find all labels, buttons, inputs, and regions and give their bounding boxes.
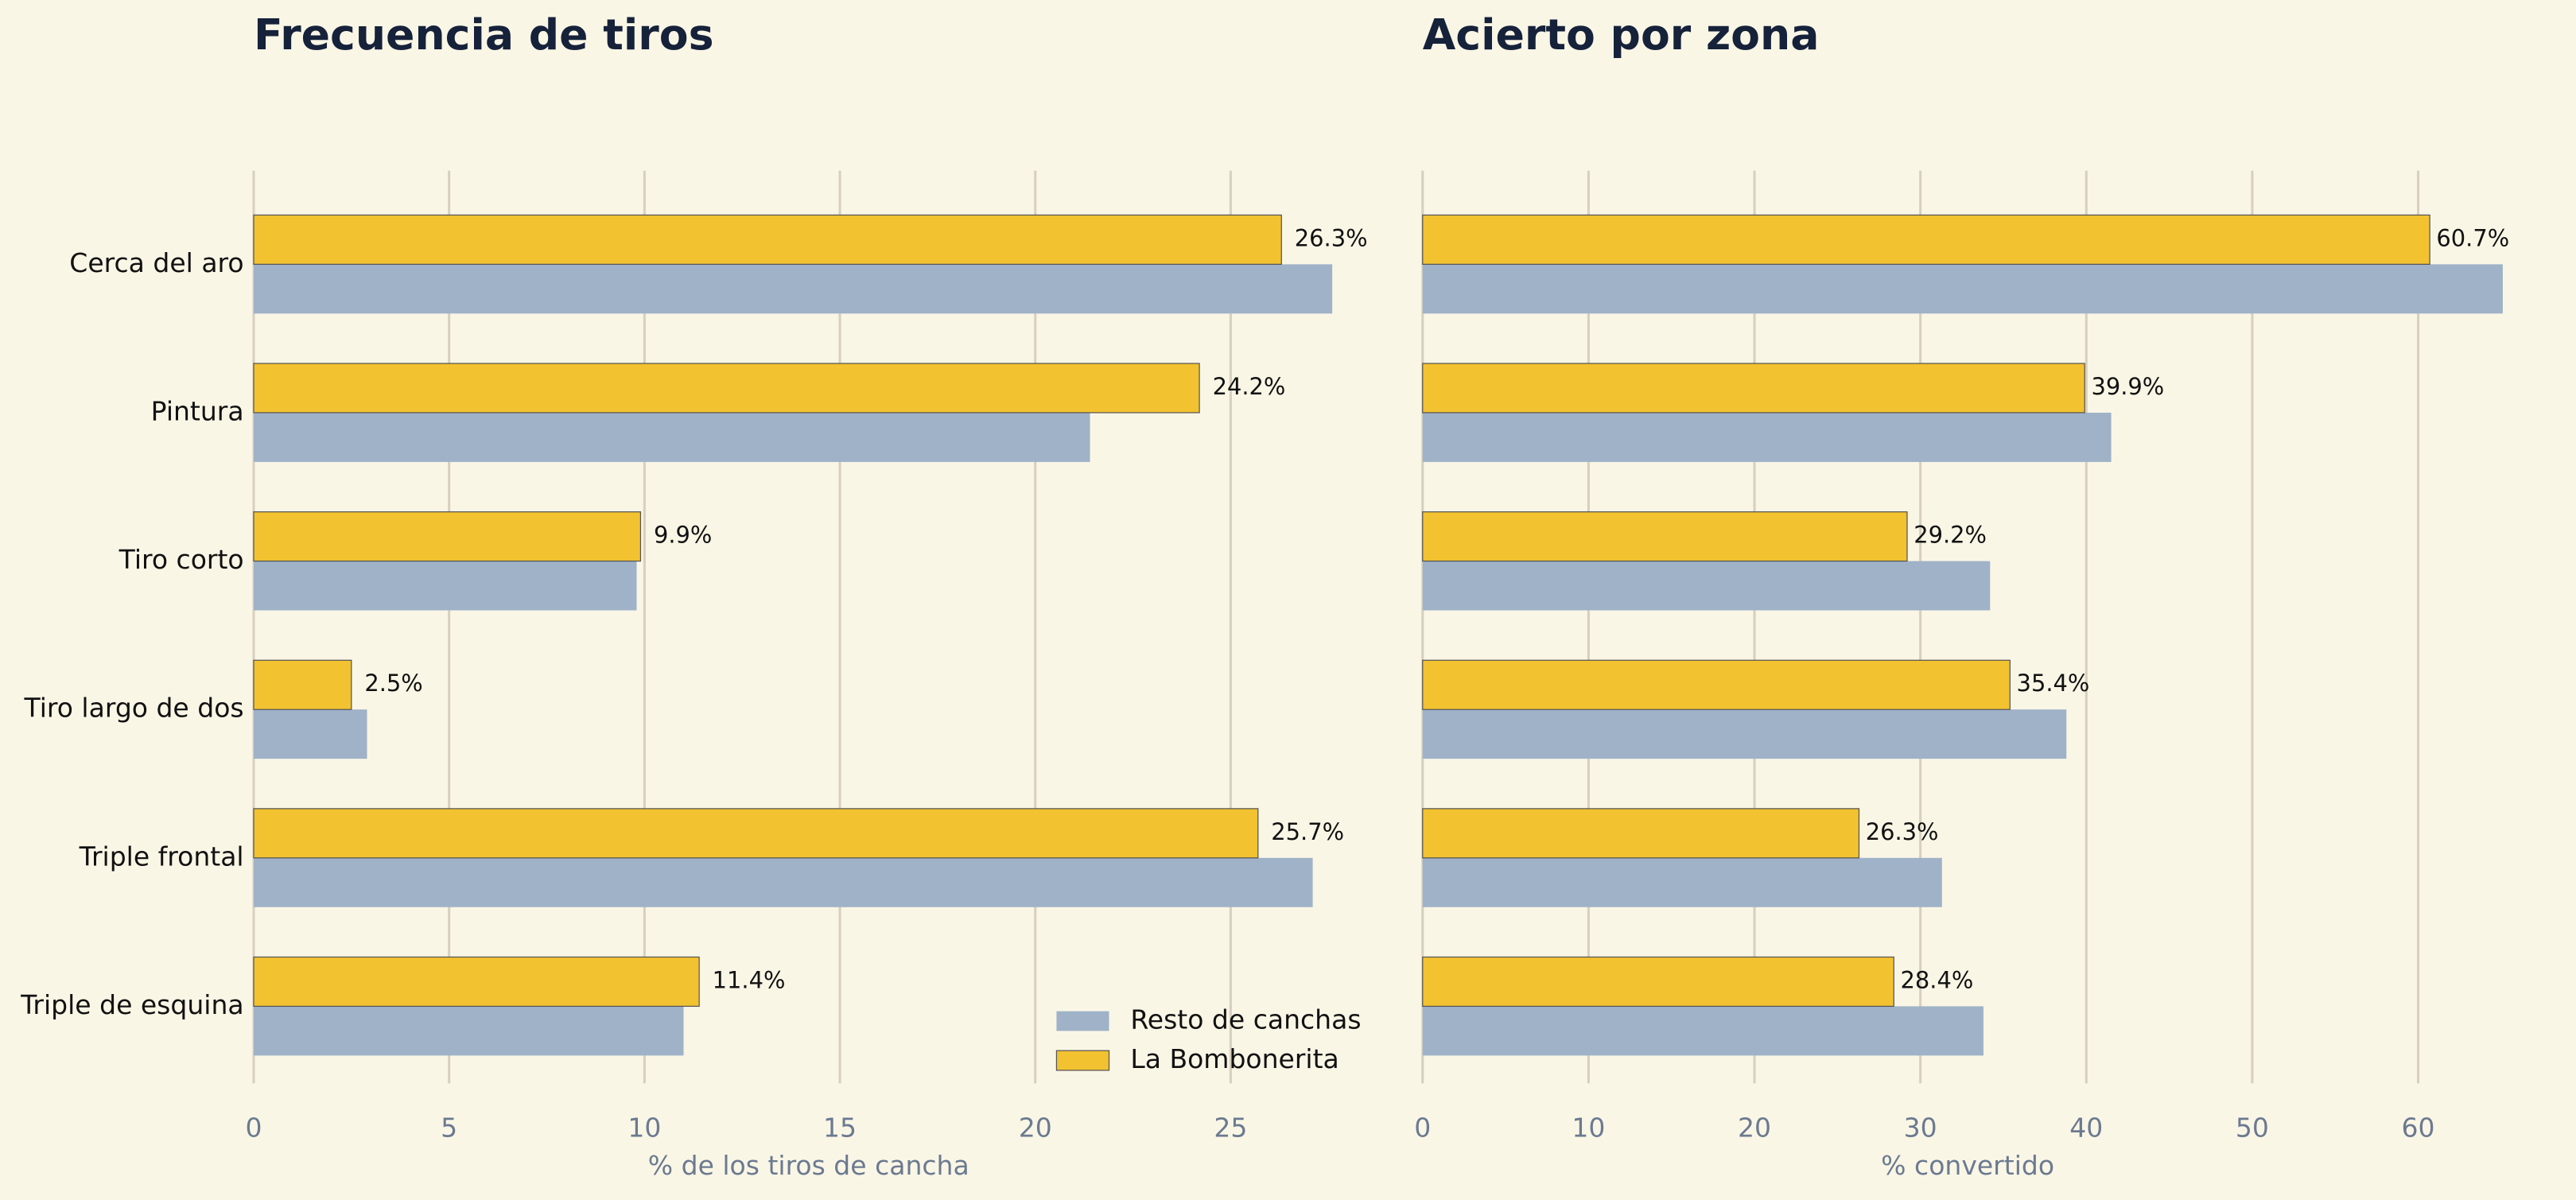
bar [1422,956,1894,1008]
y-tick-label: Tiro corto [119,544,244,575]
x-tick-label: 25 [1214,1113,1247,1144]
x-tick-label: 0 [245,1113,262,1144]
value-label: 60.7% [2436,224,2509,251]
bar [1422,857,1942,907]
x-tick-label: 20 [1019,1113,1052,1144]
bar [253,363,1200,414]
x-tick-label: 20 [1738,1113,1771,1144]
legend-label: La Bombonerita [1130,1043,1339,1074]
bar [1422,659,2011,710]
x-axis-label: % convertido [1881,1150,2054,1181]
bar [253,412,1090,462]
value-label: 35.4% [2017,670,2090,697]
x-tick-label: 60 [2402,1113,2435,1144]
bar [253,857,1313,907]
legend-swatch [1056,1011,1109,1031]
bar [253,1006,684,1056]
bar [1422,709,2067,759]
x-tick-label: 50 [2236,1113,2269,1144]
value-label: 39.9% [2091,373,2164,400]
bar [1422,363,2085,414]
bar [253,808,1259,859]
x-tick-label: 10 [627,1113,661,1144]
value-label: 9.9% [654,522,712,549]
bar [253,561,637,611]
legend-swatch [1055,1050,1110,1071]
value-label: 28.4% [1901,966,1974,993]
bar [253,956,700,1008]
bar [1422,214,2430,265]
bar [253,264,1333,314]
bar [253,709,367,759]
chart-title: Frecuencia de tiros [254,10,714,60]
x-tick-label: 0 [1414,1113,1431,1144]
bar [1422,264,2503,314]
bar [1422,808,1860,859]
y-tick-label: Tiro largo de dos [24,693,244,724]
x-tick-label: 10 [1572,1113,1605,1144]
x-tick-label: 30 [1904,1113,1937,1144]
bar [1422,1006,1983,1056]
value-label: 29.2% [1914,522,1987,549]
value-label: 26.3% [1866,818,1939,845]
x-axis-label: % de los tiros de cancha [648,1150,969,1181]
value-label: 26.3% [1295,224,1368,251]
x-tick-label: 40 [2069,1113,2103,1144]
legend-label: Resto de canchas [1130,1004,1361,1035]
y-tick-label: Triple frontal [79,841,244,872]
bar [253,214,1282,265]
y-tick-label: Pintura [151,395,244,426]
value-label: 11.4% [713,966,786,993]
value-label: 24.2% [1213,373,1286,400]
chart-title: Acierto por zona [1423,10,1820,60]
value-label: 25.7% [1271,818,1344,845]
y-tick-label: Triple de esquina [20,989,243,1020]
x-tick-label: 15 [823,1113,857,1144]
bar [1422,561,1991,611]
bar [253,511,642,562]
value-label: 2.5% [364,670,422,697]
y-tick-label: Cerca del aro [69,247,243,278]
bar [1422,511,1908,562]
x-tick-label: 5 [441,1113,457,1144]
bar [1422,412,2112,462]
bar [253,659,352,710]
